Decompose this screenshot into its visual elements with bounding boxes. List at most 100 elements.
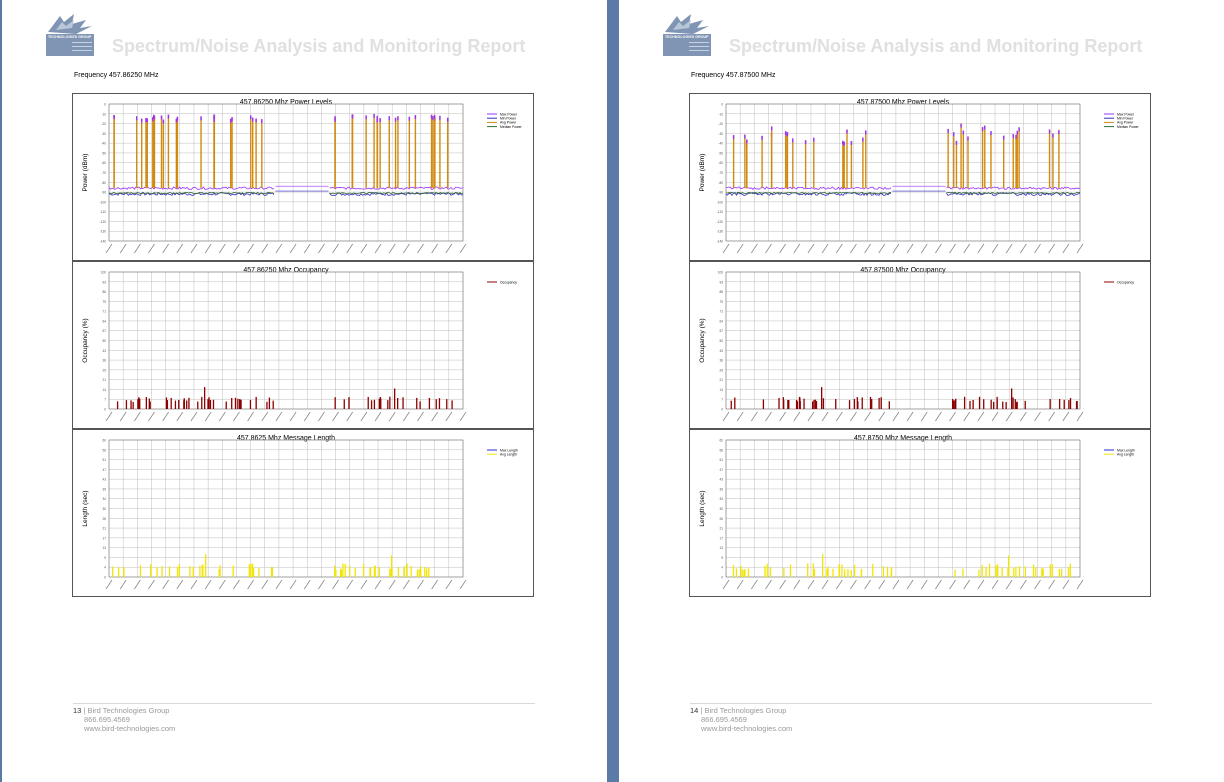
y-tick-label: 57 bbox=[102, 329, 106, 333]
bar bbox=[1035, 567, 1037, 577]
x-tick-label bbox=[906, 243, 914, 254]
y-tick-label: 9 bbox=[104, 556, 106, 560]
x-tick-label bbox=[1062, 411, 1070, 422]
x-tick-label bbox=[148, 579, 155, 590]
y-tick-label: 0 bbox=[104, 103, 106, 107]
bar bbox=[1013, 568, 1015, 577]
x-tick-label bbox=[821, 243, 829, 254]
y-tick-label: 36 bbox=[102, 359, 106, 363]
chart-title: 457.8750 Mhz Message Length bbox=[854, 435, 952, 442]
y-tick-label: -60 bbox=[101, 161, 106, 165]
legend-label: Avg Length bbox=[1117, 453, 1134, 457]
bar bbox=[789, 564, 792, 577]
bar bbox=[391, 555, 393, 577]
bar bbox=[783, 568, 785, 577]
x-tick-label bbox=[779, 579, 786, 590]
bar bbox=[389, 396, 391, 409]
x-tick-label bbox=[105, 243, 113, 254]
bar bbox=[990, 399, 992, 409]
bar bbox=[1076, 400, 1078, 409]
legend-label: Occupancy bbox=[1117, 280, 1134, 284]
x-tick-label bbox=[807, 411, 815, 422]
bar bbox=[869, 396, 872, 409]
occupancy-plot: 457.87500 Mhz Occupancy Occupancy (%) 100 9… bbox=[699, 267, 1134, 422]
bar bbox=[201, 396, 203, 409]
y-tick-label: -120 bbox=[717, 220, 724, 224]
bar bbox=[978, 396, 981, 409]
y-tick-label: 21 bbox=[102, 527, 106, 531]
website-link[interactable]: www.bird-technologies.com bbox=[84, 724, 176, 733]
x-tick-label bbox=[289, 243, 297, 254]
website-link[interactable]: www.bird-technologies.com bbox=[701, 724, 793, 733]
x-tick-label bbox=[346, 411, 354, 422]
y-axis-label: Power (dBm) bbox=[699, 154, 706, 192]
phone-number: 866.695.4569 bbox=[84, 715, 130, 724]
y-tick-label: 26 bbox=[719, 517, 723, 521]
legend: Occupancy bbox=[1104, 280, 1134, 284]
y-tick-label: 47 bbox=[719, 468, 723, 472]
bar bbox=[178, 399, 180, 409]
bar bbox=[1032, 564, 1035, 577]
y-tick-label: -20 bbox=[101, 122, 106, 126]
y-tick-label: 50 bbox=[102, 339, 106, 343]
x-tick-label bbox=[459, 243, 467, 254]
bar bbox=[348, 397, 350, 409]
y-tick-label: -40 bbox=[101, 142, 106, 146]
bar bbox=[208, 397, 210, 409]
bar bbox=[835, 399, 837, 409]
x-tick-label bbox=[204, 411, 212, 422]
bar bbox=[1067, 567, 1070, 577]
x-tick-label bbox=[417, 579, 424, 590]
y-tick-label: 86 bbox=[102, 290, 106, 294]
bar bbox=[428, 397, 431, 409]
company-name: Bird Technologies Group bbox=[87, 706, 170, 715]
y-axis-label: Length (sec) bbox=[699, 490, 706, 526]
bar bbox=[795, 399, 798, 409]
power-levels-plot: 457.86250 Mhz Power Levels Power (dBm) 0 -1… bbox=[82, 99, 523, 254]
y-tick-label: -80 bbox=[718, 181, 723, 185]
plot-area bbox=[725, 439, 1081, 578]
bar bbox=[145, 397, 148, 409]
x-tick-label bbox=[204, 579, 212, 590]
occupancy-chart: 457.86250 Mhz Occupancy Occupancy (%) 100 9… bbox=[72, 261, 534, 429]
y-tick-label: -130 bbox=[717, 230, 724, 234]
x-tick-label bbox=[779, 411, 786, 422]
x-tick-label bbox=[935, 243, 942, 254]
bar bbox=[850, 570, 852, 577]
x-tick-label bbox=[133, 243, 141, 254]
x-tick-label bbox=[864, 579, 871, 590]
bar bbox=[799, 397, 801, 409]
y-tick-label: -30 bbox=[718, 132, 723, 136]
bar bbox=[161, 566, 163, 577]
y-tick-label: 100 bbox=[101, 271, 107, 275]
bar bbox=[397, 397, 399, 409]
x-tick-label bbox=[417, 411, 424, 422]
x-tick-label bbox=[835, 579, 843, 590]
bar bbox=[343, 399, 345, 409]
x-tick-label bbox=[332, 411, 339, 422]
message-length-chart: 457.8625 Mhz Message Length Length (sec) 6… bbox=[72, 429, 534, 597]
y-tick-label: 100 bbox=[718, 271, 724, 275]
bar bbox=[954, 400, 956, 409]
x-tick-label bbox=[360, 579, 368, 590]
chart-title: 457.87500 Mhz Occupancy bbox=[860, 267, 946, 274]
bar bbox=[403, 565, 406, 577]
bar bbox=[138, 397, 140, 409]
x-tick-label bbox=[445, 579, 453, 590]
y-tick-label: 51 bbox=[719, 458, 723, 462]
x-tick-label bbox=[793, 243, 801, 254]
bar bbox=[871, 399, 873, 409]
x-tick-label bbox=[318, 243, 325, 254]
legend: Occupancy bbox=[487, 280, 517, 284]
bar bbox=[125, 400, 128, 409]
bar bbox=[339, 568, 342, 577]
y-tick-label: 4 bbox=[721, 566, 723, 570]
occupancy-chart: 457.87500 Mhz Occupancy Occupancy (%) 100 9… bbox=[689, 261, 1151, 429]
y-axis-label: Length (sec) bbox=[82, 490, 89, 526]
x-tick-label bbox=[1076, 579, 1084, 590]
series-line bbox=[725, 186, 1081, 190]
bar bbox=[178, 563, 181, 577]
y-tick-label: 14 bbox=[719, 388, 723, 392]
bar bbox=[168, 566, 171, 577]
grid bbox=[725, 271, 1081, 410]
